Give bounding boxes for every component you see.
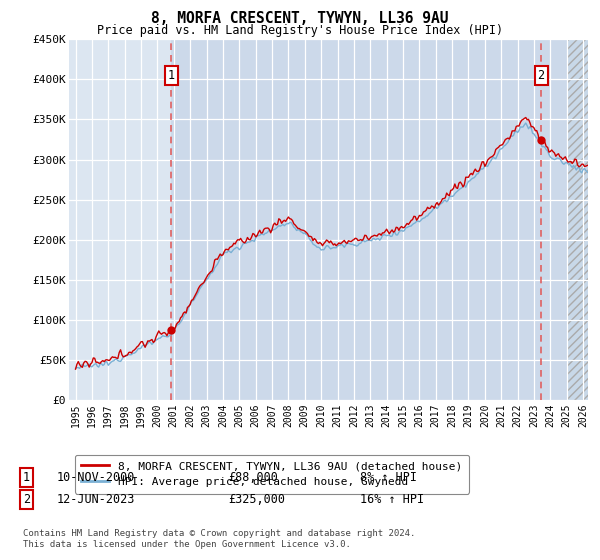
Text: Contains HM Land Registry data © Crown copyright and database right 2024.
This d: Contains HM Land Registry data © Crown c… — [23, 529, 415, 549]
Bar — [172, 39, 567, 400]
Bar — [567, 39, 599, 400]
Text: 1: 1 — [168, 69, 175, 82]
Text: £325,000: £325,000 — [228, 493, 285, 506]
Text: Price paid vs. HM Land Registry's House Price Index (HPI): Price paid vs. HM Land Registry's House … — [97, 24, 503, 36]
Text: 16% ↑ HPI: 16% ↑ HPI — [360, 493, 424, 506]
Text: 10-NOV-2000: 10-NOV-2000 — [57, 470, 136, 484]
Bar — [567, 39, 599, 400]
Text: 12-JUN-2023: 12-JUN-2023 — [57, 493, 136, 506]
Text: £88,000: £88,000 — [228, 470, 278, 484]
Text: 2: 2 — [23, 493, 30, 506]
Legend: 8, MORFA CRESCENT, TYWYN, LL36 9AU (detached house), HPI: Average price, detache: 8, MORFA CRESCENT, TYWYN, LL36 9AU (deta… — [74, 455, 469, 493]
Text: 1: 1 — [23, 470, 30, 484]
Text: 8, MORFA CRESCENT, TYWYN, LL36 9AU: 8, MORFA CRESCENT, TYWYN, LL36 9AU — [151, 11, 449, 26]
Text: 2: 2 — [538, 69, 545, 82]
Text: 8% ↑ HPI: 8% ↑ HPI — [360, 470, 417, 484]
